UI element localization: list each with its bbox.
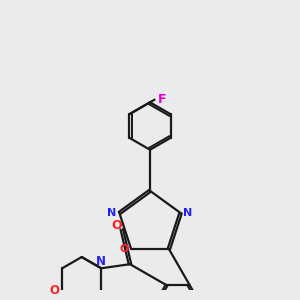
Text: O: O [119,244,128,254]
Text: F: F [158,93,166,106]
Text: N: N [95,255,105,268]
Text: O: O [112,219,122,232]
Text: N: N [183,208,193,218]
Text: O: O [50,284,60,297]
Text: N: N [107,208,117,218]
